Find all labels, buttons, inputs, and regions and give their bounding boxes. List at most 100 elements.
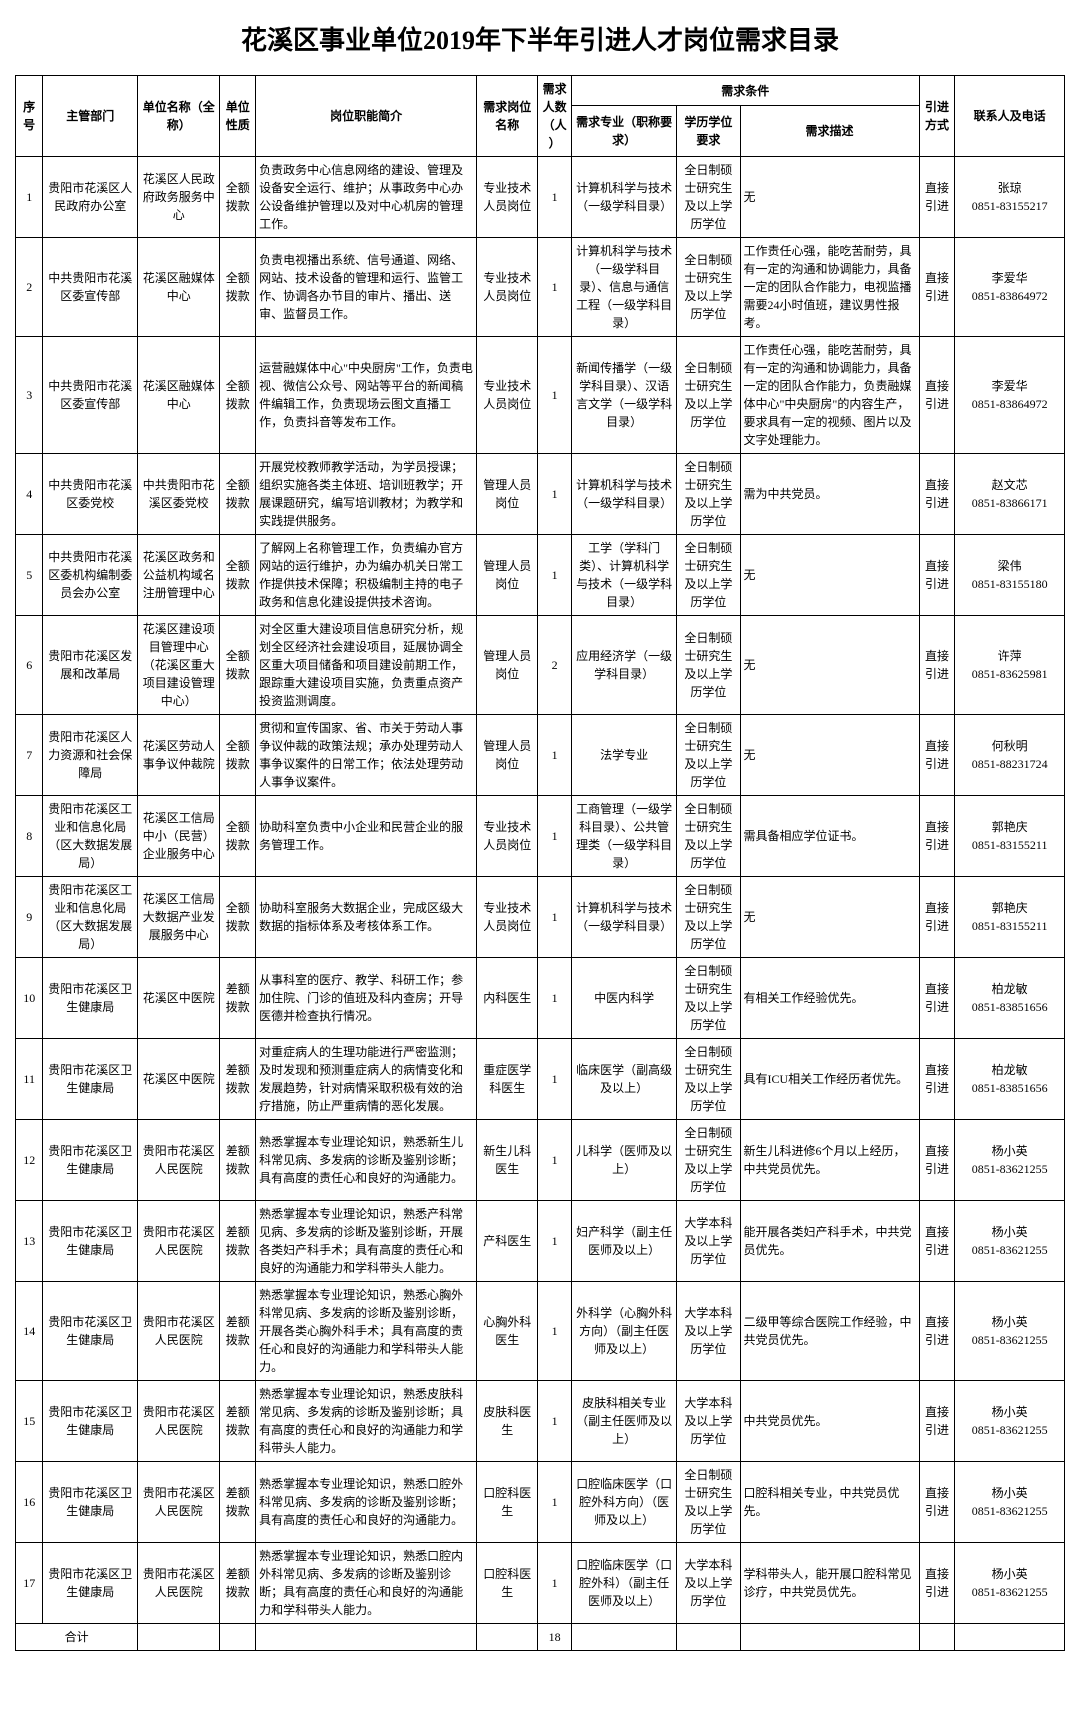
cell-mode: 直接引进 [919,454,955,535]
cell-mode: 直接引进 [919,958,955,1039]
cell-pos: 管理人员岗位 [477,454,538,535]
cell-major: 计算机科学与技术（一级学科目录） [572,454,677,535]
cell-contact: 杨小英 0851-83621255 [955,1381,1065,1462]
cell-desc: 中共党员优先。 [740,1381,919,1462]
job-table: 序号 主管部门 单位名称（全称） 单位性质 岗位职能简介 需求岗位名称 需求人数… [15,75,1065,1651]
h-num: 需求人数（人） [538,76,572,157]
h-nat: 单位性质 [220,76,256,157]
cell-unit: 花溪区工信局大数据产业发展服务中心 [138,877,220,958]
cell-edu: 全日制硕士研究生及以上学历学位 [677,1039,740,1120]
cell-major: 法学专业 [572,715,677,796]
cell-unit: 贵阳市花溪区人民医院 [138,1120,220,1201]
cell-seq: 2 [16,238,43,337]
cell-mode: 直接引进 [919,715,955,796]
cell-pos: 专业技术人员岗位 [477,238,538,337]
cell-nat: 全额拨款 [220,877,256,958]
cell-pos: 口腔科医生 [477,1543,538,1624]
cell-desc: 无 [740,157,919,238]
cell-mode: 直接引进 [919,1039,955,1120]
cell-pos: 皮肤科医生 [477,1381,538,1462]
h-major: 需求专业（职称要求） [572,106,677,157]
cell-dept: 中共贵阳市花溪区委宣传部 [43,337,138,454]
cell-dept: 贵阳市花溪区卫生健康局 [43,958,138,1039]
cell-num: 1 [538,1543,572,1624]
cell-nat: 差额拨款 [220,1201,256,1282]
cell-edu: 全日制硕士研究生及以上学历学位 [677,157,740,238]
cell-pos: 专业技术人员岗位 [477,877,538,958]
table-row: 11贵阳市花溪区卫生健康局花溪区中医院差额拨款对重症病人的生理功能进行严密监测；… [16,1039,1065,1120]
cell-contact: 杨小英 0851-83621255 [955,1120,1065,1201]
cell-desc: 有相关工作经验优先。 [740,958,919,1039]
cell-mode: 直接引进 [919,1462,955,1543]
cell-major: 工商管理（一级学科目录）、公共管理类（一级学科目录） [572,796,677,877]
cell-desc: 需具备相应学位证书。 [740,796,919,877]
cell-contact: 杨小英 0851-83621255 [955,1543,1065,1624]
cell-pos: 口腔科医生 [477,1462,538,1543]
cell-seq: 5 [16,535,43,616]
cell-edu: 全日制硕士研究生及以上学历学位 [677,535,740,616]
cell-contact: 柏龙敏 0851-83851656 [955,1039,1065,1120]
cell-dept: 贵阳市花溪区工业和信息化局（区大数据发展局） [43,877,138,958]
cell-major: 皮肤科相关专业（副主任医师及以上） [572,1381,677,1462]
cell-major: 妇产科学（副主任医师及以上） [572,1201,677,1282]
cell-dept: 贵阳市花溪区卫生健康局 [43,1462,138,1543]
total-num: 18 [538,1624,572,1651]
cell-edu: 全日制硕士研究生及以上学历学位 [677,715,740,796]
cell-job: 从事科室的医疗、教学、科研工作；参加住院、门诊的值班及科内查房；开导医德并检查执… [256,958,477,1039]
cell-num: 1 [538,1201,572,1282]
cell-unit: 贵阳市花溪区人民医院 [138,1462,220,1543]
cell-contact: 李爱华 0851-83864972 [955,238,1065,337]
cell-nat: 全额拨款 [220,238,256,337]
cell-nat: 全额拨款 [220,337,256,454]
cell-job: 运营融媒体中心"中央厨房"工作，负责电视、微信公众号、网站等平台的新闻稿件编辑工… [256,337,477,454]
cell-num: 1 [538,157,572,238]
cell-mode: 直接引进 [919,1381,955,1462]
cell-unit: 中共贵阳市花溪区委党校 [138,454,220,535]
cell-edu: 大学本科及以上学历学位 [677,1282,740,1381]
cell-num: 1 [538,1282,572,1381]
cell-job: 负责政务中心信息网络的建设、管理及设备安全运行、维护；从事政务中心办公设备维护管… [256,157,477,238]
cell-pos: 管理人员岗位 [477,616,538,715]
cell-contact: 柏龙敏 0851-83851656 [955,958,1065,1039]
cell-desc: 口腔科相关专业，中共党员优先。 [740,1462,919,1543]
cell-nat: 差额拨款 [220,1282,256,1381]
cell-seq: 4 [16,454,43,535]
table-row: 12贵阳市花溪区卫生健康局贵阳市花溪区人民医院差额拨款熟悉掌握本专业理论知识，熟… [16,1120,1065,1201]
cell-dept: 贵阳市花溪区人民政府办公室 [43,157,138,238]
cell-dept: 贵阳市花溪区卫生健康局 [43,1282,138,1381]
cell-job: 协助科室负责中小企业和民营企业的服务管理工作。 [256,796,477,877]
cell-edu: 全日制硕士研究生及以上学历学位 [677,238,740,337]
cell-mode: 直接引进 [919,877,955,958]
cell-nat: 全额拨款 [220,454,256,535]
cell-pos: 新生儿科医生 [477,1120,538,1201]
cell-desc: 无 [740,877,919,958]
cell-pos: 产科医生 [477,1201,538,1282]
cell-seq: 3 [16,337,43,454]
table-row: 2中共贵阳市花溪区委宣传部花溪区融媒体中心全额拨款负责电视播出系统、信号通道、网… [16,238,1065,337]
cell-job: 对重症病人的生理功能进行严密监测；及时发现和预测重症病人的病情变化和发展趋势，针… [256,1039,477,1120]
table-row: 5中共贵阳市花溪区委机构编制委员会办公室花溪区政务和公益机构域名注册管理中心全额… [16,535,1065,616]
table-body: 1贵阳市花溪区人民政府办公室花溪区人民政府政务服务中心全额拨款负责政务中心信息网… [16,157,1065,1624]
cell-major: 工学（学科门类）、计算机科学与技术（一级学科目录） [572,535,677,616]
cell-contact: 李爱华 0851-83864972 [955,337,1065,454]
cell-pos: 管理人员岗位 [477,535,538,616]
page-title: 花溪区事业单位2019年下半年引进人才岗位需求目录 [15,20,1065,57]
cell-dept: 贵阳市花溪区卫生健康局 [43,1543,138,1624]
cell-edu: 全日制硕士研究生及以上学历学位 [677,616,740,715]
cell-nat: 差额拨款 [220,1039,256,1120]
cell-nat: 差额拨款 [220,1543,256,1624]
h-cond: 需求条件 [572,76,920,106]
table-row: 17贵阳市花溪区卫生健康局贵阳市花溪区人民医院差额拨款熟悉掌握本专业理论知识，熟… [16,1543,1065,1624]
cell-seq: 1 [16,157,43,238]
cell-unit: 花溪区中医院 [138,1039,220,1120]
cell-nat: 差额拨款 [220,1120,256,1201]
table-row: 7贵阳市花溪区人力资源和社会保障局花溪区劳动人事争议仲裁院全额拨款贯彻和宣传国家… [16,715,1065,796]
cell-contact: 梁伟 0851-83155180 [955,535,1065,616]
cell-dept: 中共贵阳市花溪区委机构编制委员会办公室 [43,535,138,616]
cell-contact: 杨小英 0851-83621255 [955,1201,1065,1282]
cell-contact: 何秋明 0851-88231724 [955,715,1065,796]
cell-contact: 郭艳庆 0851-83155211 [955,877,1065,958]
cell-seq: 14 [16,1282,43,1381]
cell-contact: 杨小英 0851-83621255 [955,1282,1065,1381]
cell-job: 熟悉掌握本专业理论知识，熟悉心胸外科常见病、多发病的诊断及鉴别诊断，开展各类心胸… [256,1282,477,1381]
